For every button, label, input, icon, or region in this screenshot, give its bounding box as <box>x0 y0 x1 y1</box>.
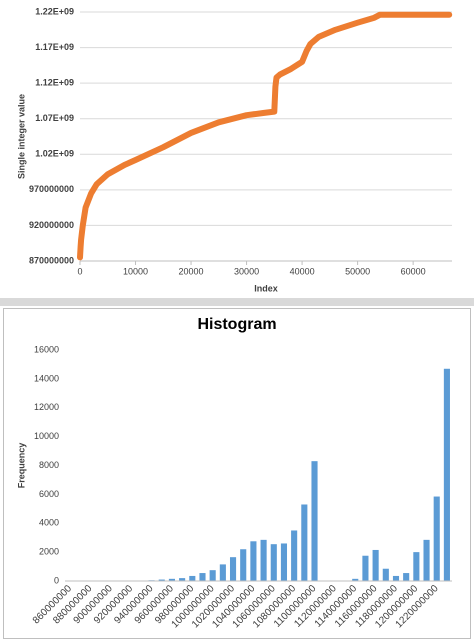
y-axis-label: Single integer value <box>16 94 26 179</box>
bar <box>362 555 369 581</box>
x-axis-label: Index <box>254 283 278 293</box>
bar <box>168 578 175 581</box>
bar <box>413 552 420 581</box>
bar <box>382 568 389 581</box>
bar <box>270 544 277 581</box>
y-tick-label: 0 <box>54 575 59 585</box>
x-tick-label: 30000 <box>234 266 259 276</box>
y-tick-label: 14000 <box>34 373 59 383</box>
y-tick-label: 1.12E+09 <box>35 78 74 88</box>
y-axis-label: Frequency <box>16 443 26 489</box>
bar <box>179 578 186 581</box>
chart-border <box>3 308 471 639</box>
bar <box>280 543 288 581</box>
y-tick-label: 4000 <box>39 518 59 528</box>
bar <box>352 578 359 581</box>
bar <box>250 541 257 581</box>
y-tick-label: 1.07E+09 <box>35 113 74 123</box>
y-tick-label: 8000 <box>39 460 59 470</box>
y-tick-label: 870000000 <box>29 255 74 265</box>
bar <box>291 530 298 581</box>
data-line <box>77 11 453 261</box>
bar <box>158 579 165 581</box>
bar <box>311 461 318 581</box>
bar <box>219 564 226 581</box>
x-tick-label: 0 <box>77 266 82 276</box>
y-tick-label: 920000000 <box>29 220 74 230</box>
x-tick-label: 20000 <box>179 266 204 276</box>
y-tick-label: 2000 <box>39 547 59 557</box>
y-tick-label: 10000 <box>34 431 59 441</box>
bar <box>423 539 430 581</box>
bar <box>443 368 450 581</box>
chart-title: Histogram <box>197 316 276 333</box>
separator <box>0 298 474 306</box>
bar <box>209 570 216 581</box>
bar <box>403 573 410 581</box>
y-tick-label: 16000 <box>34 344 59 354</box>
bar <box>260 539 267 581</box>
y-tick-label: 1.02E+09 <box>35 149 74 159</box>
x-tick-label: 10000 <box>123 266 148 276</box>
x-tick-label: 50000 <box>345 266 370 276</box>
bar <box>229 557 237 581</box>
x-tick-label: 60000 <box>401 266 426 276</box>
bar <box>392 575 400 581</box>
bar <box>301 504 308 581</box>
y-tick-label: 970000000 <box>29 184 74 194</box>
y-tick-label: 6000 <box>39 489 59 499</box>
bar <box>433 496 440 581</box>
bar <box>189 575 196 581</box>
bar <box>240 549 247 581</box>
y-tick-label: 1.17E+09 <box>35 42 74 52</box>
bar <box>372 549 379 581</box>
x-tick-label: 40000 <box>290 266 315 276</box>
bar <box>199 573 206 581</box>
y-tick-label: 1.22E+09 <box>35 6 74 16</box>
y-tick-label: 12000 <box>34 402 59 412</box>
